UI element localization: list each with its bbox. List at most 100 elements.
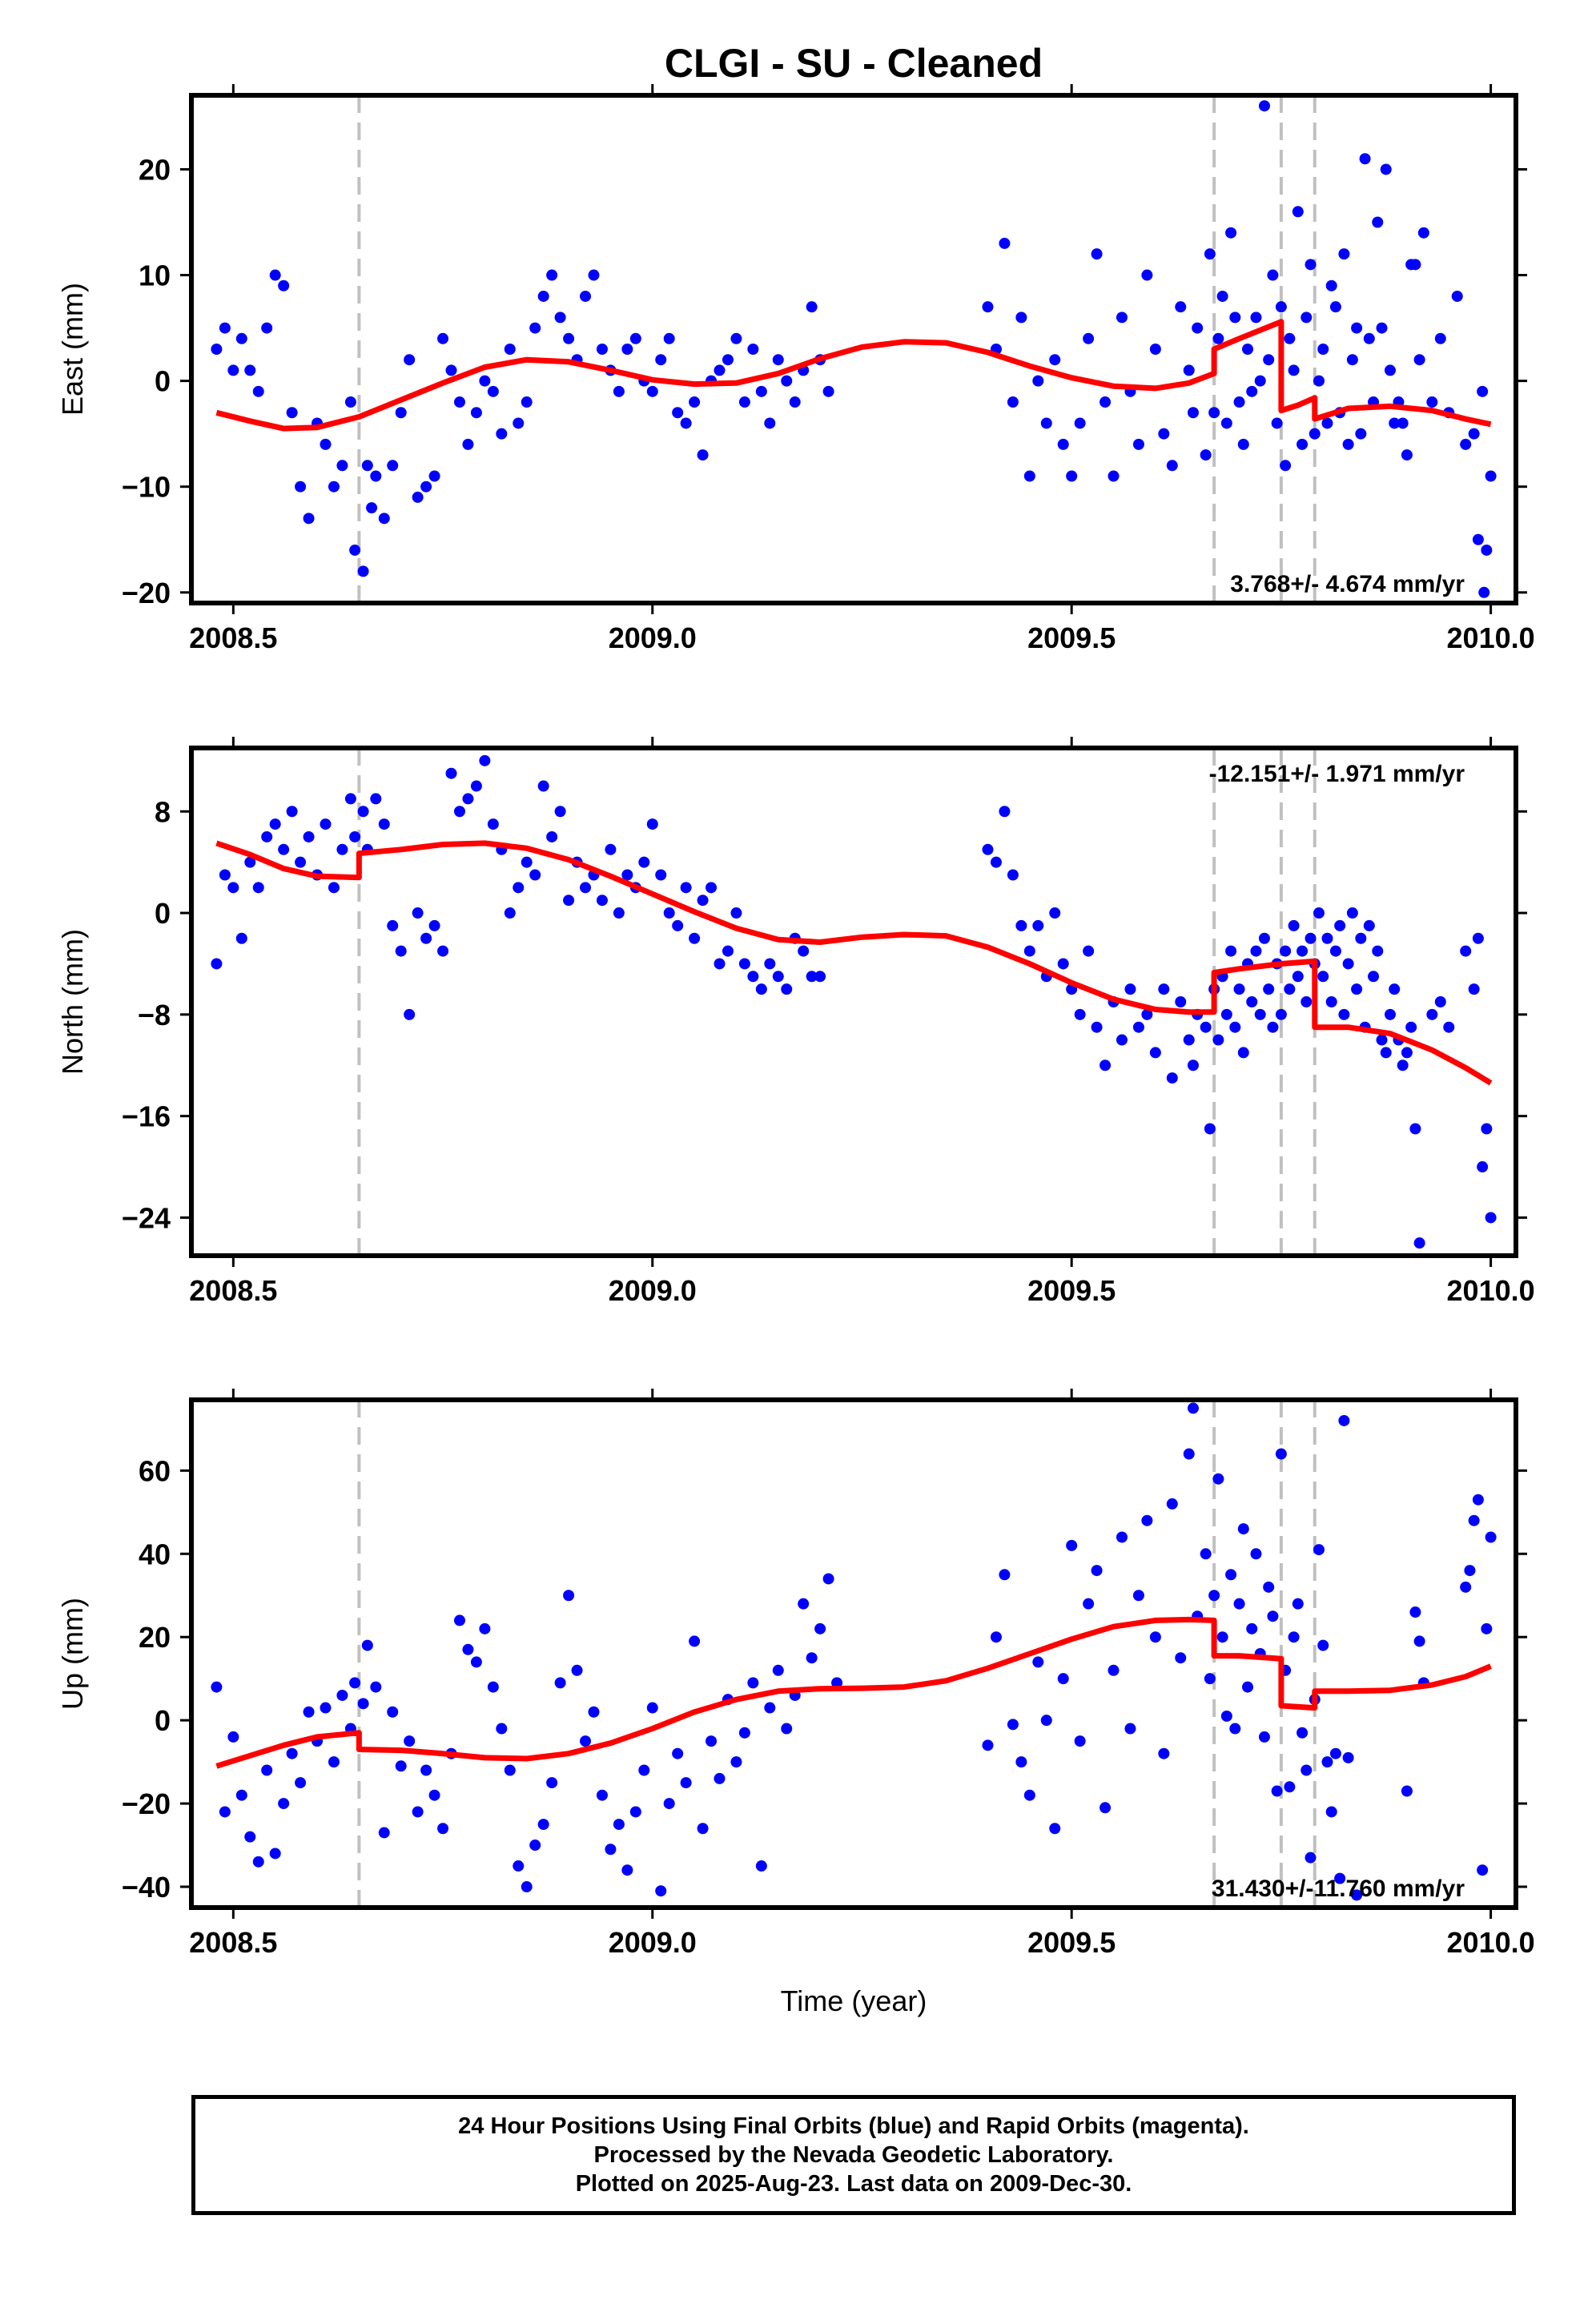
east-data-point [328, 480, 340, 493]
up-data-point [412, 1806, 424, 1818]
east-data-point [730, 332, 742, 344]
north-data-point [781, 983, 793, 995]
east-y-axis-label: East (mm) [56, 283, 89, 416]
up-data-point [453, 1614, 465, 1626]
up-data-point [1472, 1494, 1484, 1506]
north-data-point [1317, 971, 1329, 983]
north-data-point [1200, 1021, 1212, 1033]
east-data-point [496, 428, 508, 440]
up-data-point [1225, 1569, 1237, 1581]
up-data-point [1175, 1652, 1187, 1664]
east-data-point [1485, 470, 1497, 482]
up-data-point [638, 1764, 650, 1776]
east-data-point [1023, 470, 1035, 482]
north-x-tick-label: 2010.0 [1447, 1274, 1535, 1307]
up-data-point [680, 1777, 692, 1789]
north-data-point [1116, 1034, 1128, 1046]
north-data-point [1263, 983, 1275, 995]
east-y-tick-label: 0 [155, 365, 171, 398]
east-data-point [261, 322, 273, 334]
east-data-point [303, 513, 315, 525]
east-data-point [1359, 153, 1371, 165]
up-data-point [1216, 1631, 1228, 1643]
north-data-point [537, 780, 549, 792]
north-data-point [1141, 1008, 1153, 1020]
east-data-point [1325, 279, 1337, 292]
east-axes-frame [189, 93, 1518, 605]
up-data-point [596, 1789, 608, 1801]
east-data-point [1108, 470, 1120, 482]
east-data-point [1342, 438, 1354, 450]
up-data-point [1485, 1531, 1497, 1543]
up-data-point [235, 1789, 247, 1801]
east-data-point [1132, 438, 1144, 450]
north-data-point [982, 843, 994, 855]
north-data-point [1313, 907, 1325, 919]
up-data-point [496, 1723, 508, 1735]
up-data-point [798, 1598, 810, 1610]
east-y-tick-label: −10 [122, 471, 171, 504]
east-data-point [1376, 322, 1388, 334]
east-data-point [655, 354, 667, 366]
north-data-point [1321, 932, 1333, 944]
north-data-point [378, 818, 390, 830]
east-data-point [563, 332, 575, 344]
up-data-point [252, 1856, 264, 1868]
north-data-point [722, 945, 734, 957]
north-data-point [806, 971, 818, 983]
up-data-point [1267, 1610, 1279, 1622]
up-data-point [613, 1819, 625, 1831]
east-data-point [404, 354, 416, 366]
east-data-point [387, 460, 399, 472]
east-data-point [361, 460, 373, 472]
north-data-point [621, 869, 633, 881]
north-data-point [1015, 919, 1027, 931]
up-data-point [1263, 1581, 1275, 1593]
north-x-tick-label: 2008.5 [189, 1274, 277, 1307]
east-data-point [999, 237, 1011, 249]
east-data-point [1280, 460, 1292, 472]
east-data-point [1242, 344, 1254, 355]
up-rate-label: 31.430+/-11.760 mm/yr [1212, 1876, 1465, 1902]
north-data-point [1409, 1123, 1421, 1135]
east-y-tick-label: 10 [139, 259, 171, 292]
up-data-point [1468, 1514, 1480, 1526]
up-data-point [420, 1764, 432, 1776]
north-data-point [1389, 983, 1401, 995]
up-data-point [261, 1764, 273, 1776]
north-data-point [513, 882, 525, 894]
north-data-point [714, 958, 726, 970]
up-data-point [1141, 1514, 1153, 1526]
east-data-point [1200, 449, 1212, 461]
east-data-point [680, 417, 692, 429]
east-data-point [235, 332, 247, 344]
north-data-point [529, 869, 541, 881]
up-data-point [588, 1706, 600, 1718]
north-data-point [663, 907, 675, 919]
up-data-point [219, 1806, 231, 1818]
north-data-point [1158, 983, 1170, 995]
up-data-point [1007, 1719, 1019, 1731]
east-data-point [1301, 312, 1313, 324]
north-data-point [1413, 1237, 1425, 1249]
up-data-point [428, 1789, 440, 1801]
east-data-point [295, 480, 307, 493]
east-data-point [336, 460, 348, 472]
east-data-point [982, 301, 994, 313]
up-data-point [580, 1735, 592, 1747]
up-data-point [1023, 1789, 1035, 1801]
east-data-point [211, 344, 223, 355]
north-data-point [470, 780, 482, 792]
east-data-point [370, 470, 382, 482]
north-data-point [462, 793, 474, 805]
up-data-point [672, 1747, 684, 1759]
panels: 2008.5 2009.0 2009.5 2010.0 −20 −10 0 10 20 East … [56, 84, 1535, 1959]
north-data-point [1233, 983, 1245, 995]
north-data-point [1007, 869, 1019, 881]
east-data-point [806, 301, 818, 313]
up-data-point [1183, 1448, 1195, 1460]
east-data-point [772, 354, 784, 366]
east-data-point [1451, 290, 1463, 302]
east-plot-area [211, 95, 1497, 603]
